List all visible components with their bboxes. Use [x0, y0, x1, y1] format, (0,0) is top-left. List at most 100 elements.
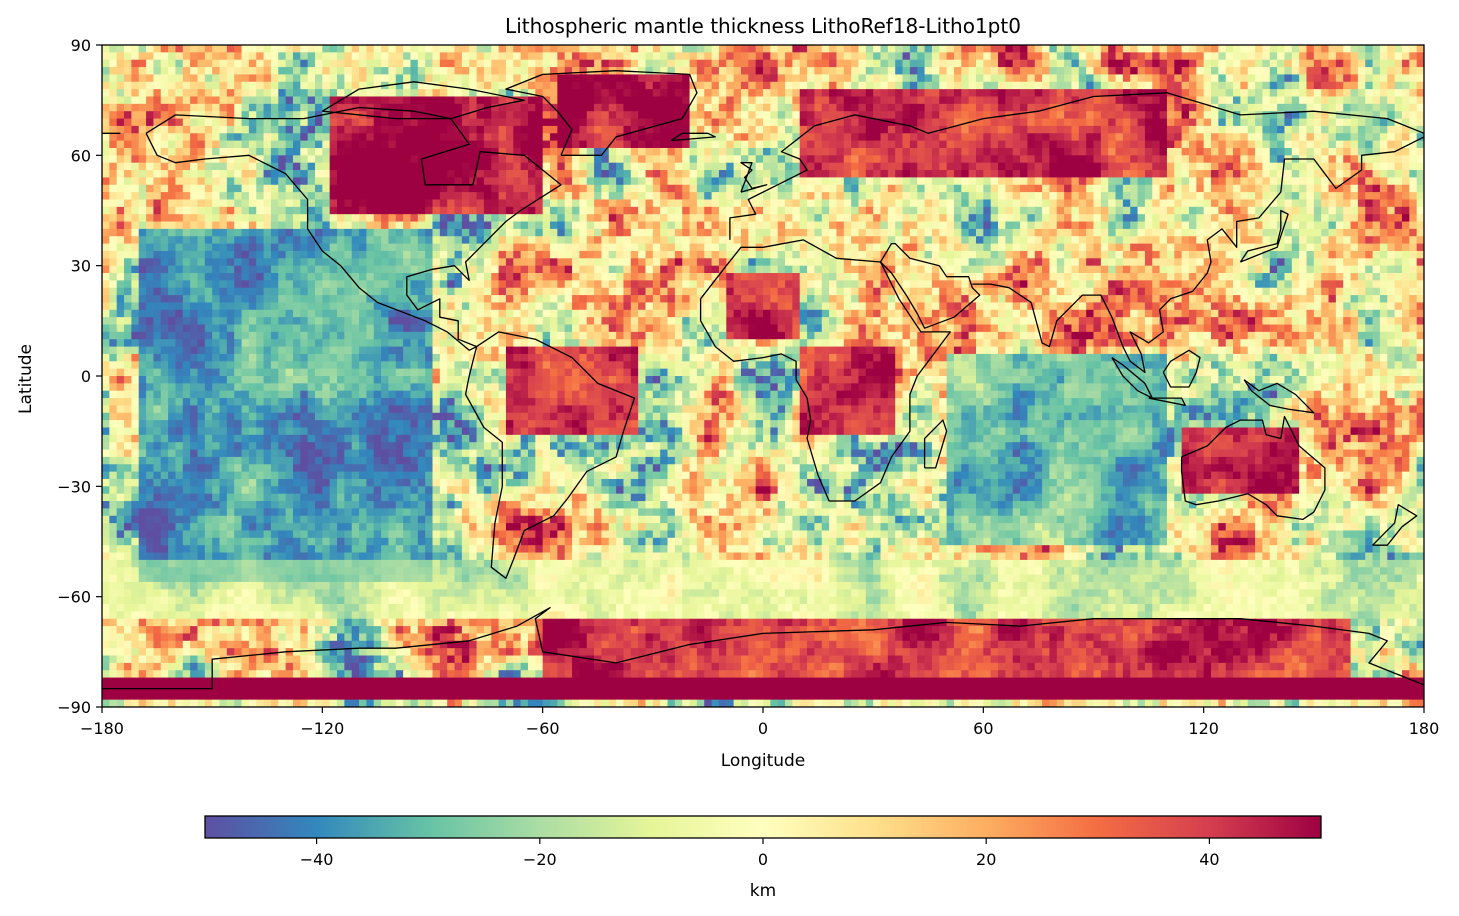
- heatmap-cell: [1306, 177, 1315, 186]
- heatmap-cell: [285, 81, 294, 90]
- heatmap-cell: [895, 192, 904, 201]
- heatmap-cell: [248, 125, 257, 134]
- heatmap-cell: [204, 74, 213, 83]
- heatmap-cell: [204, 103, 213, 112]
- heatmap-cell: [630, 133, 639, 142]
- heatmap-cell: [292, 184, 301, 193]
- heatmap-cell: [1299, 228, 1308, 237]
- heatmap-cell: [1233, 155, 1241, 164]
- heatmap-cell: [212, 81, 221, 90]
- heatmap-cell: [1020, 89, 1028, 98]
- heatmap-cell: [1240, 140, 1249, 149]
- heatmap-cell: [586, 133, 595, 142]
- heatmap-cell: [1122, 192, 1131, 201]
- heatmap-cell: [513, 45, 522, 53]
- heatmap-cell: [109, 162, 118, 171]
- heatmap-cell: [777, 236, 786, 245]
- heatmap-cell: [998, 133, 1006, 142]
- heatmap-cell: [520, 170, 529, 178]
- heatmap-cell: [314, 52, 323, 61]
- heatmap-cell: [1056, 67, 1065, 76]
- heatmap-cell: [1005, 96, 1014, 105]
- heatmap-cell: [263, 59, 272, 68]
- heatmap-cell: [564, 52, 573, 61]
- heatmap-cell: [917, 177, 926, 186]
- heatmap-cell: [1174, 236, 1183, 245]
- heatmap-cell: [248, 133, 257, 142]
- heatmap-cell: [403, 125, 412, 134]
- heatmap-cell: [682, 155, 691, 164]
- heatmap-cell: [1269, 140, 1278, 149]
- heatmap-cell: [190, 96, 199, 105]
- heatmap-cell: [212, 236, 221, 245]
- heatmap-cell: [248, 59, 257, 68]
- heatmap-cell: [1343, 125, 1352, 134]
- heatmap-cell: [814, 59, 823, 68]
- heatmap-cell: [190, 140, 199, 149]
- heatmap-cell: [351, 192, 360, 201]
- heatmap-cell: [1291, 125, 1300, 134]
- heatmap-cell: [968, 221, 977, 230]
- heatmap-cell: [234, 236, 243, 245]
- heatmap-cell: [1012, 214, 1021, 223]
- heatmap-cell: [190, 214, 199, 223]
- heatmap-cell: [520, 45, 529, 53]
- heatmap-cell: [1225, 74, 1234, 83]
- heatmap-cell: [770, 96, 779, 105]
- heatmap-cell: [432, 177, 441, 186]
- heatmap-cell: [197, 221, 206, 230]
- heatmap-cell: [1343, 177, 1352, 186]
- heatmap-cell: [660, 140, 669, 149]
- heatmap-cell: [1335, 96, 1344, 105]
- heatmap-cell: [616, 140, 625, 149]
- heatmap-cell: [432, 103, 441, 112]
- heatmap-cell: [1218, 147, 1227, 156]
- heatmap-cell: [182, 214, 191, 223]
- heatmap-cell: [153, 59, 162, 68]
- heatmap-cell: [1056, 52, 1065, 61]
- heatmap-cell: [535, 228, 544, 237]
- heatmap-cell: [381, 184, 390, 193]
- heatmap-cell: [763, 147, 771, 156]
- heatmap-cell: [109, 89, 118, 98]
- heatmap-cell: [1078, 133, 1087, 142]
- heatmap-cell: [726, 45, 735, 53]
- heatmap-cell: [968, 133, 977, 142]
- heatmap-cell: [1225, 170, 1234, 178]
- heatmap-cell: [1122, 177, 1131, 186]
- heatmap-cell: [307, 206, 316, 215]
- heatmap-cell: [579, 162, 588, 171]
- heatmap-cell: [1012, 45, 1021, 53]
- heatmap-cell: [432, 199, 441, 208]
- heatmap-cell: [550, 192, 558, 201]
- heatmap-cell: [711, 81, 720, 90]
- heatmap-cell: [314, 147, 323, 156]
- heatmap-cell: [711, 221, 720, 230]
- heatmap-cell: [322, 177, 331, 186]
- heatmap-cell: [807, 147, 816, 156]
- heatmap-cell: [968, 59, 977, 68]
- heatmap-cell: [674, 184, 683, 193]
- heatmap-cell: [1137, 192, 1146, 201]
- heatmap-cell: [704, 228, 713, 237]
- heatmap-cell: [792, 184, 801, 193]
- heatmap-cell: [1137, 52, 1146, 61]
- heatmap-cell: [1247, 236, 1256, 245]
- heatmap-cell: [711, 206, 720, 215]
- heatmap-cell: [909, 133, 918, 142]
- heatmap-cell: [968, 170, 977, 178]
- heatmap-cell: [116, 221, 125, 230]
- heatmap-cell: [1042, 214, 1051, 223]
- heatmap-cell: [447, 96, 456, 105]
- heatmap-cell: [1100, 89, 1109, 98]
- heatmap-cell: [939, 52, 948, 61]
- heatmap-cell: [1211, 199, 1219, 208]
- heatmap-cell: [1056, 103, 1065, 112]
- heatmap-cell: [373, 81, 382, 90]
- heatmap-cell: [1108, 170, 1117, 178]
- heatmap-cell: [836, 74, 845, 83]
- heatmap-cell: [1020, 221, 1028, 230]
- heatmap-cell: [704, 89, 713, 98]
- heatmap-cell: [1093, 155, 1102, 164]
- heatmap-cell: [645, 74, 654, 83]
